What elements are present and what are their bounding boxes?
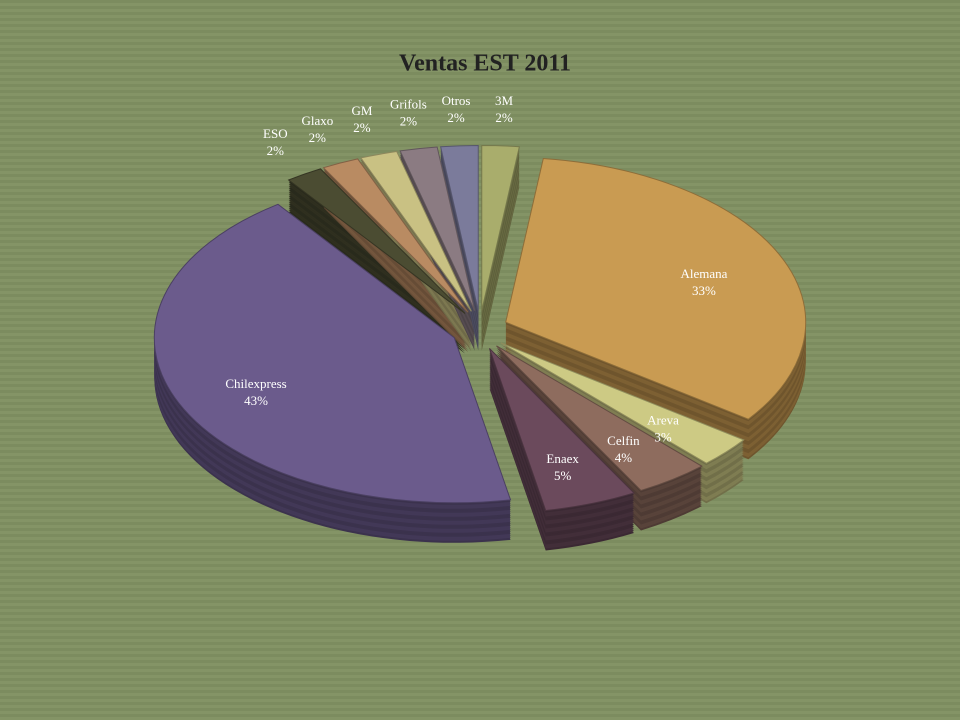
slice-label: Otros 2% — [442, 93, 471, 125]
slice-category: Celfin — [607, 433, 640, 448]
slice-value-label: 2% — [400, 113, 418, 128]
slice-label: ESO 2% — [263, 126, 288, 158]
pie-slice — [489, 348, 635, 512]
slice-value-label: 5% — [554, 468, 572, 483]
slice-value-label: 2% — [309, 130, 327, 145]
pie-slice — [481, 144, 520, 311]
slice-category: Chilexpress — [225, 376, 286, 391]
slice-value-label: 33% — [692, 283, 716, 298]
slice-value-label: 3% — [654, 430, 672, 445]
pie-slice — [440, 144, 479, 311]
pie-slice — [360, 150, 472, 312]
pie-slice — [399, 146, 476, 311]
slice-label: Alemana 33% — [680, 266, 727, 298]
slice-label: 3M 2% — [495, 93, 514, 125]
slice-value-label: 43% — [244, 393, 268, 408]
pie-slice — [287, 168, 466, 314]
pie-slice — [322, 158, 469, 313]
chart-title: Ventas EST 2011 — [399, 51, 571, 77]
slice-category: Alemana — [680, 266, 727, 281]
pie-slice — [505, 157, 807, 420]
slice-category: Enaex — [546, 451, 579, 466]
slice-category: Areva — [647, 413, 679, 428]
slice-value-label: 2% — [267, 143, 285, 158]
slice-value-label: 4% — [615, 450, 633, 465]
slice-value-label: 2% — [495, 110, 513, 125]
slice-label: Glaxo 2% — [301, 113, 333, 145]
pie-slice — [500, 342, 745, 464]
slice-category: Glaxo — [301, 113, 333, 128]
pie-slice — [153, 203, 512, 504]
slice-label: Areva 3% — [647, 413, 679, 445]
slice-category: Grifols — [390, 96, 427, 111]
pie-slice — [496, 345, 703, 492]
slice-label: Enaex 5% — [546, 451, 579, 483]
slice-value-label: 2% — [353, 120, 371, 135]
slice-label: Chilexpress 43% — [225, 376, 286, 408]
slice-category: Otros — [442, 93, 471, 108]
slice-category: 3M — [495, 93, 514, 108]
slice-value-label: 2% — [447, 110, 465, 125]
slice-label: Celfin 4% — [607, 433, 640, 465]
slice-label: GM 2% — [351, 103, 372, 135]
slice-label: Grifols 2% — [390, 96, 427, 128]
slice-category: ESO — [263, 126, 288, 141]
slice-category: GM — [351, 103, 372, 118]
